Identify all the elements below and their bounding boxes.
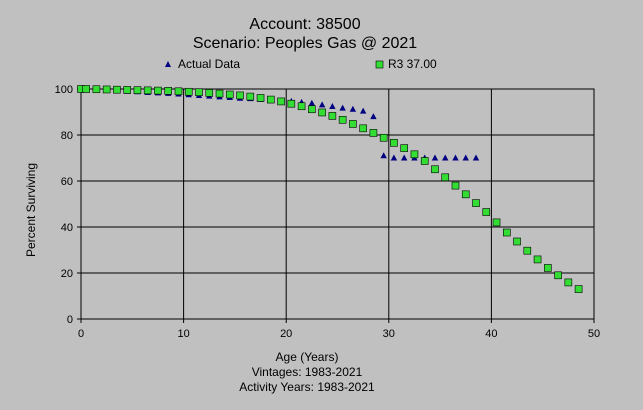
x-tick-label: 40 xyxy=(485,328,497,340)
r3-curve-point xyxy=(297,102,306,111)
r3-curve-point xyxy=(544,264,552,272)
actual-data-point xyxy=(308,99,316,106)
actual-data-point xyxy=(390,154,398,161)
actual-data-point xyxy=(442,154,449,161)
y-axis: 0 20 40 60 80 100 xyxy=(55,84,81,326)
y-tick-label: 40 xyxy=(61,222,73,234)
actual-data-point xyxy=(318,101,326,108)
r3-curve-point xyxy=(441,173,450,182)
y-axis-label: Percent Surviving xyxy=(24,163,38,257)
actual-data-point xyxy=(431,154,439,161)
r3-curve-point xyxy=(328,112,337,120)
y-tick-label: 60 xyxy=(61,176,73,188)
r3-curve-point xyxy=(174,87,183,96)
y-tick-label: 80 xyxy=(61,130,73,142)
legend-label-actual-data: Actual Data xyxy=(178,57,240,71)
actual-data-point xyxy=(462,154,469,161)
r3-curve-point xyxy=(113,85,121,94)
r3-curve-point xyxy=(267,95,275,104)
actual-data-point xyxy=(400,154,408,161)
y-tick-label: 20 xyxy=(61,268,73,280)
r3-curve-point xyxy=(133,86,142,94)
r3-curve-point xyxy=(195,88,203,97)
r3-curve-point xyxy=(379,133,388,142)
x-tick-label: 20 xyxy=(280,328,292,340)
chart-subtitle: Scenario: Peoples Gas @ 2021 xyxy=(193,35,417,52)
r3-curve-point xyxy=(502,228,511,237)
actual-data-point xyxy=(359,107,367,114)
x-tick-label: 10 xyxy=(177,328,189,340)
r3-curve-point xyxy=(215,89,224,98)
r3-curve-point xyxy=(359,124,367,133)
r3-curve-point xyxy=(123,86,131,94)
r3-curve-point xyxy=(482,208,491,216)
r3-curve-point xyxy=(420,157,429,165)
x-axis: 0 10 20 30 40 50 xyxy=(78,319,600,340)
activity-years-note: Activity Years: 1983-2021 xyxy=(239,380,375,394)
r3-curve-point xyxy=(451,181,460,190)
r3-curve-point xyxy=(492,218,501,227)
r3-curve-point xyxy=(236,91,244,100)
r3-curve-point xyxy=(154,86,162,95)
series-actual-data xyxy=(77,85,480,161)
r3-curve-point xyxy=(461,190,470,199)
r3-curve-point xyxy=(390,139,398,147)
r3-curve-point xyxy=(102,85,111,94)
r3-curve-point xyxy=(246,92,255,101)
x-tick-label: 0 xyxy=(78,328,84,340)
plot-frame xyxy=(80,88,595,320)
r3-curve-point xyxy=(431,165,439,174)
r3-curve-point xyxy=(225,90,234,99)
r3-curve-point xyxy=(564,278,573,287)
r3-curve-point xyxy=(349,120,357,128)
y-tick-label: 0 xyxy=(67,314,73,326)
actual-data-point xyxy=(329,102,336,109)
chart-title: Account: 38500 xyxy=(249,16,360,33)
r3-curve-point xyxy=(318,108,326,117)
actual-data-point xyxy=(380,152,387,159)
x-tick-label: 30 xyxy=(383,328,395,340)
r3-curve-point xyxy=(205,89,214,97)
r3-curve-point xyxy=(256,94,265,102)
r3-curve-point xyxy=(143,86,152,95)
r3-curve-point xyxy=(472,199,480,207)
actual-data-point xyxy=(349,105,357,112)
r3-curve-point xyxy=(410,150,419,159)
r3-curve-point xyxy=(82,85,90,93)
legend-marker-r3 xyxy=(375,60,384,69)
legend-label-r3: R3 37.00 xyxy=(388,57,437,71)
actual-data-point xyxy=(339,104,346,111)
r3-curve-point xyxy=(533,255,542,264)
x-tick-label: 50 xyxy=(588,328,600,340)
legend: Actual Data R3 37.00 xyxy=(165,57,437,71)
r3-curve-point xyxy=(523,246,532,255)
r3-curve-point xyxy=(308,105,316,114)
r3-curve-point xyxy=(164,87,173,95)
r3-curve-point xyxy=(277,97,285,106)
actual-data-point xyxy=(452,154,459,161)
r3-curve-point xyxy=(92,85,101,94)
r3-curve-point xyxy=(513,237,521,246)
grid xyxy=(80,88,595,320)
vintages-note: Vintages: 1983-2021 xyxy=(252,365,363,379)
r3-curve-point xyxy=(369,129,378,137)
r3-curve-point xyxy=(400,144,408,152)
y-tick-label: 100 xyxy=(55,84,73,96)
r3-curve-point xyxy=(184,87,193,96)
series-r3 xyxy=(77,85,583,293)
x-axis-label: Age (Years) xyxy=(276,350,339,364)
legend-marker-actual-data xyxy=(165,61,171,67)
r3-curve-point xyxy=(574,285,583,293)
r3-curve-point xyxy=(554,271,562,280)
r3-curve-point xyxy=(287,99,296,108)
r3-curve-point xyxy=(338,116,347,124)
actual-data-point xyxy=(370,113,377,120)
actual-data-point xyxy=(472,154,480,161)
